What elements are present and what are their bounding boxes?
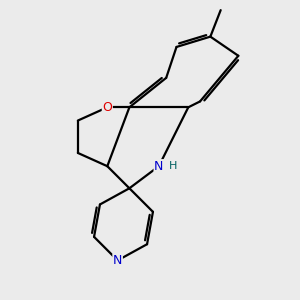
Text: O: O [102,101,112,114]
Text: N: N [113,254,122,267]
Text: H: H [169,160,178,171]
Text: N: N [154,160,164,173]
